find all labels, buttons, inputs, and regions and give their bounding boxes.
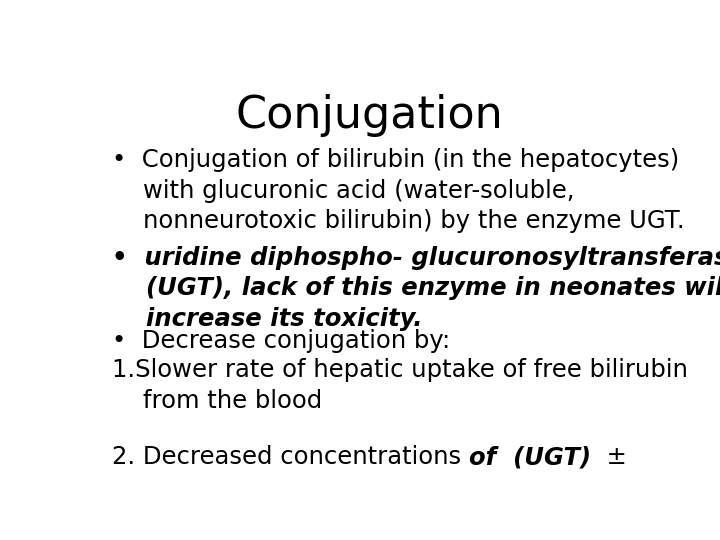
Text: 1.Slower rate of hepatic uptake of free bilirubin
    from the blood: 1.Slower rate of hepatic uptake of free … (112, 358, 688, 413)
Text: •  uridine diphospho- glucuronosyltransferase
    (UGT), lack of this enzyme in : • uridine diphospho- glucuronosyltransfe… (112, 246, 720, 331)
Text: ±: ± (591, 446, 627, 469)
Text: Conjugation: Conjugation (235, 94, 503, 137)
Text: •  Decrease conjugation by:: • Decrease conjugation by: (112, 329, 451, 353)
Text: 2. Decreased concentrations: 2. Decreased concentrations (112, 446, 469, 469)
Text: of  (UGT): of (UGT) (469, 446, 591, 469)
Text: •  Conjugation of bilirubin (in the hepatocytes)
    with glucuronic acid (water: • Conjugation of bilirubin (in the hepat… (112, 148, 685, 233)
